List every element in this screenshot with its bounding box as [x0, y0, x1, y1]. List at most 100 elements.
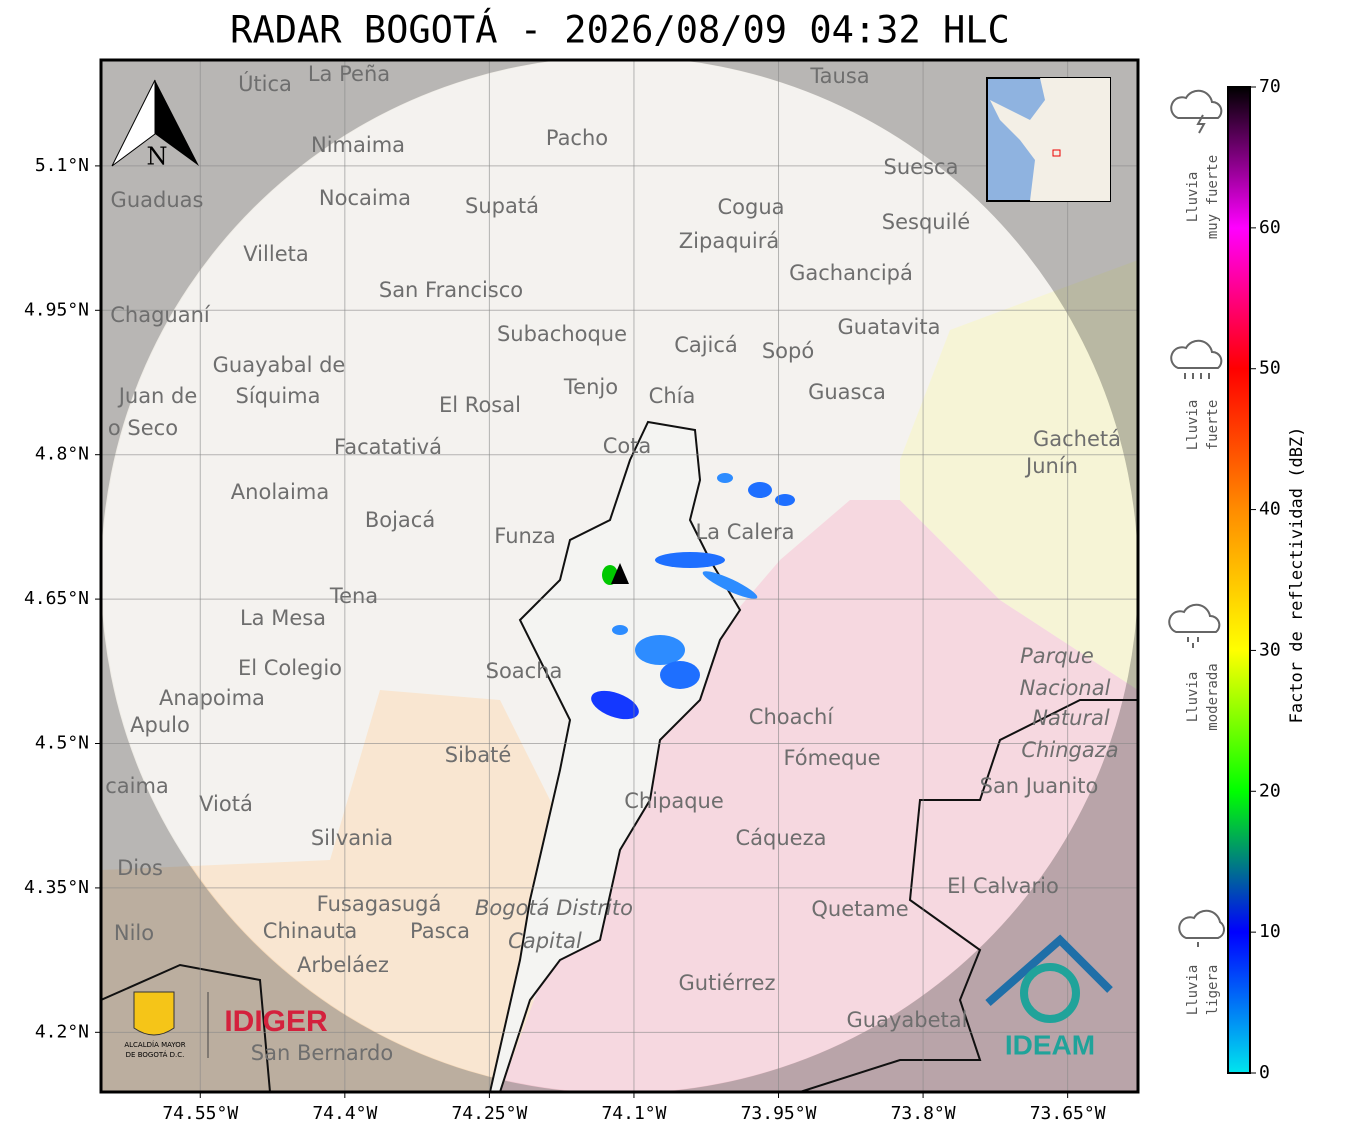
place-label: Chinauta: [263, 919, 357, 943]
x-tick-label: 74.25°W: [451, 1103, 527, 1124]
colorbar-axis: 0 10 20 30 40 50 60 70: [1250, 76, 1281, 1083]
colorbar-tick-label: 40: [1259, 499, 1281, 520]
echo: [717, 473, 733, 483]
colorbar-tick-label: 70: [1259, 76, 1281, 97]
place-label: Chingaza: [1021, 738, 1118, 762]
rain-level-label: muy fuerte: [1205, 155, 1221, 239]
ideam-logo: IDEAM: [1005, 1029, 1095, 1060]
place-label: Fómeque: [783, 746, 880, 770]
alcaldia-text: ALCALDÍA MAYOR: [124, 1040, 185, 1049]
place-label: caima: [105, 774, 169, 798]
place-label: Supatá: [465, 194, 539, 218]
echo: [775, 494, 795, 506]
place-label: Chipaque: [624, 789, 724, 813]
ideam-swirl: [1020, 963, 1080, 1023]
place-label: Nimaima: [311, 133, 405, 157]
place-label: Viotá: [199, 792, 253, 816]
echo: [612, 625, 628, 635]
x-tick-label: 74.4°W: [312, 1103, 377, 1124]
place-label: Sibaté: [445, 743, 512, 767]
place-label: Pacho: [546, 126, 608, 150]
radar-site: [611, 563, 629, 584]
place-label: Nilo: [114, 921, 154, 945]
map-area: La Peña Útica Tausa Pacho Nimaima Suesca Guadu…: [101, 60, 1138, 1092]
inset-locator: [1052, 149, 1061, 157]
place-label: Síquima: [236, 384, 321, 408]
place-label: El Colegio: [238, 656, 342, 680]
north-arrow-right: [155, 80, 199, 166]
x-tick-label: 73.65°W: [1030, 1103, 1106, 1124]
colorbar-tick-label: 30: [1259, 639, 1281, 660]
place-label: San Francisco: [379, 278, 523, 302]
place-label: Cáqueza: [736, 826, 827, 850]
colorbar-tick-label: 10: [1259, 921, 1281, 942]
place-label: Parque: [1020, 644, 1094, 668]
place-label: Chía: [649, 384, 696, 408]
place-label: Gachancipá: [789, 261, 913, 285]
place-label: Facatativá: [334, 435, 442, 459]
ideam-roof: [985, 934, 1113, 1007]
echo: [748, 482, 772, 498]
colorbar-tick-label: 0: [1259, 1062, 1270, 1083]
place-label: Útica: [238, 71, 292, 96]
weather-icons: [1168, 89, 1225, 947]
place-label: Cogua: [717, 195, 784, 219]
colorbar-tick-label: 60: [1259, 217, 1281, 238]
icon-rain: [1187, 637, 1199, 648]
y-tick-label: 4.2°N: [35, 1021, 89, 1042]
place-label: Guasca: [808, 380, 886, 404]
place-label: Guatavita: [838, 315, 941, 339]
colorbar-label: Factor de reflectividad (dBZ): [1287, 427, 1307, 724]
place-label: San Juanito: [980, 774, 1099, 798]
place-label: Nacional: [1020, 676, 1111, 700]
place-label: Subachoque: [497, 322, 627, 346]
y-tick-label: 4.35°N: [24, 877, 89, 898]
place-label: Dios: [117, 856, 163, 880]
place-label: Silvania: [311, 826, 393, 850]
icon-cloud: [1170, 89, 1223, 119]
place-label: Villeta: [243, 242, 308, 266]
rain-level-label: moderada: [1205, 663, 1221, 730]
place-label: Cota: [603, 434, 652, 458]
department-boundary: [101, 963, 271, 1092]
place-label: Quetame: [811, 897, 908, 921]
echo: [591, 690, 639, 720]
place-label: Pasca: [410, 919, 470, 943]
rain-level-label: Lluvia: [1185, 172, 1201, 223]
place-label: Fusagasugá: [317, 892, 442, 916]
x-tick-label: 74.55°W: [162, 1103, 238, 1124]
place-label: Guaduas: [111, 188, 204, 212]
echo: [655, 552, 725, 568]
place-label: Suesca: [884, 155, 959, 179]
place-label: Cajicá: [674, 333, 738, 357]
place-label: Zipaquirá: [679, 229, 779, 253]
place-label: Junín: [1024, 454, 1078, 478]
idiger-logo: IDIGER: [224, 1005, 328, 1038]
place-label: Chaguaní: [110, 303, 211, 327]
bogota-shield: [133, 991, 175, 1036]
place-label: Gachetá: [1033, 427, 1121, 451]
icon-cloud: [1168, 603, 1221, 633]
department-boundary: [799, 699, 1138, 1092]
grid: [101, 60, 1138, 1092]
echo: [702, 571, 758, 599]
echo: [635, 635, 685, 665]
rain-level-label: Lluvia: [1185, 400, 1201, 451]
place-label: Tenjo: [563, 375, 618, 399]
place-label: o Seco: [108, 416, 178, 440]
place-label: Guayabal de: [213, 353, 346, 377]
place-label: La Calera: [695, 520, 794, 544]
y-tick-label: 5.1°N: [35, 155, 89, 176]
north-label: N: [147, 143, 168, 171]
colorbar: [1227, 86, 1251, 1074]
place-label: Arbeláez: [297, 953, 389, 977]
place-label: Choachí: [749, 705, 835, 729]
place-label: Bojacá: [365, 508, 435, 532]
place-label: Natural: [1032, 706, 1110, 730]
inset-land: [990, 78, 1110, 201]
place-label: Juan de: [117, 384, 198, 408]
alcaldia-text: DE BOGOTÁ D.C.: [126, 1050, 185, 1059]
x-tick-label: 73.95°W: [741, 1103, 817, 1124]
map-frame: [99, 58, 1140, 1094]
